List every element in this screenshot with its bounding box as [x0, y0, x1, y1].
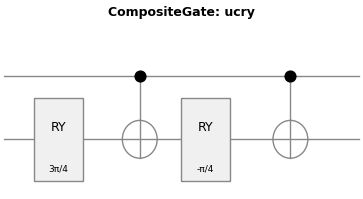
FancyBboxPatch shape	[33, 98, 83, 181]
FancyBboxPatch shape	[180, 98, 229, 181]
Text: RY: RY	[197, 121, 213, 134]
Text: -π/4: -π/4	[196, 165, 214, 174]
Text: RY: RY	[50, 121, 66, 134]
Point	[287, 74, 293, 77]
Text: 3π/4: 3π/4	[48, 165, 68, 174]
Point	[137, 74, 143, 77]
Text: CompositeGate: ucry: CompositeGate: ucry	[108, 6, 255, 19]
